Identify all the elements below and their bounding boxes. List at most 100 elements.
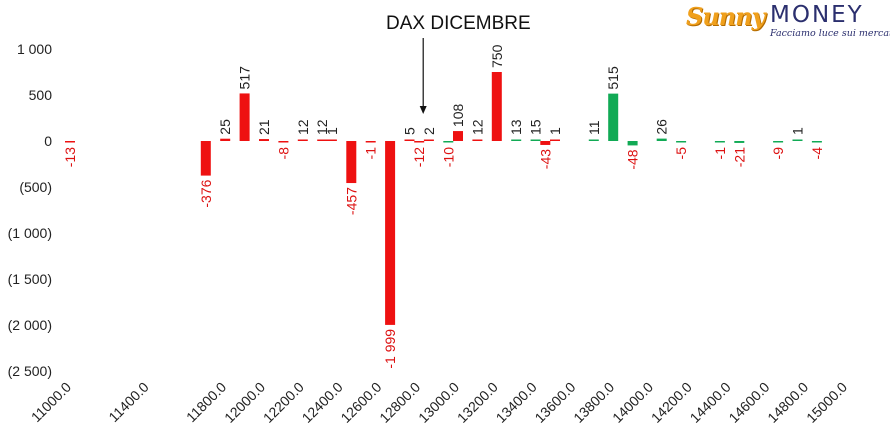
data-label: 12 (469, 119, 485, 135)
data-label: -5 (673, 147, 689, 160)
x-tick-label: 14800.0 (764, 379, 811, 426)
bar (297, 139, 308, 141)
y-tick-label: (500) (19, 179, 52, 195)
bar (423, 139, 434, 141)
x-tick-label: 12800.0 (376, 379, 423, 426)
x-tick-label: 13400.0 (493, 379, 540, 426)
y-tick-label: (2 500) (8, 363, 52, 379)
data-label: 12 (295, 119, 311, 135)
data-label: -43 (537, 149, 553, 169)
data-label: 15 (528, 119, 544, 135)
bar (676, 141, 687, 143)
bar (773, 141, 784, 143)
data-label: -1 (363, 147, 379, 160)
bar (317, 139, 328, 141)
bar (220, 138, 231, 141)
y-tick-label: 0 (44, 133, 52, 149)
x-tick-label: 11400.0 (105, 379, 152, 426)
x-tick-label: 13200.0 (454, 379, 501, 426)
data-label: 517 (237, 66, 253, 90)
bar (608, 93, 619, 141)
data-label: 5 (402, 127, 418, 135)
bar (511, 139, 522, 141)
x-tick-label: 12200.0 (260, 379, 307, 426)
data-label: 515 (605, 66, 621, 90)
bar (346, 141, 357, 184)
bar (550, 139, 560, 141)
bar (65, 141, 75, 143)
data-label: 1 (790, 127, 806, 135)
bar (472, 139, 483, 141)
y-tick-label: (1 000) (8, 225, 52, 241)
data-label: 25 (217, 119, 233, 135)
bar (530, 139, 541, 141)
y-tick-label: 1 000 (17, 41, 52, 57)
data-label: 2 (421, 127, 437, 135)
x-tick-label: 14600.0 (725, 379, 772, 426)
y-tick-label: 500 (29, 87, 53, 103)
data-label: -13 (62, 147, 78, 167)
x-tick-label: 12400.0 (299, 379, 346, 426)
y-tick-label: (1 500) (8, 271, 52, 287)
bar (491, 72, 502, 141)
logo-tagline: Facciamo luce sui mercati (770, 28, 890, 39)
x-tick-label: 13800.0 (570, 379, 617, 426)
data-label: -4 (809, 147, 825, 160)
bar (792, 139, 803, 141)
data-label: -8 (275, 147, 291, 160)
data-label: -1 (712, 147, 728, 160)
data-label: 1 (547, 127, 563, 135)
bar (656, 138, 667, 141)
bar (404, 139, 415, 141)
data-label: -376 (198, 179, 214, 207)
data-label: -21 (731, 147, 747, 167)
bar (239, 93, 250, 141)
bar (714, 141, 725, 143)
x-tick-label: 11800.0 (183, 379, 230, 426)
logo-brand-sunny: Sunny (686, 2, 766, 31)
x-tick-label: 14000.0 (609, 379, 656, 426)
bar (443, 141, 454, 143)
data-label: 26 (654, 119, 670, 135)
data-label: 21 (256, 119, 272, 135)
logo-brand-money: MONEY (770, 2, 864, 28)
bar (259, 139, 269, 141)
bar (365, 141, 376, 143)
data-label: 108 (450, 103, 466, 127)
data-label: -1 999 (382, 329, 398, 369)
bar (734, 141, 745, 143)
sunny-money-logo: Sunny MONEY Facciamo luce sui mercati (686, 2, 890, 39)
data-label: -10 (440, 147, 456, 167)
x-tick-label: 12600.0 (337, 379, 384, 426)
data-label: -12 (411, 147, 427, 167)
data-label: -9 (770, 147, 786, 160)
data-label: 750 (489, 44, 505, 68)
data-label: -457 (343, 187, 359, 215)
bar (588, 139, 599, 141)
x-tick-label: 13000.0 (415, 379, 462, 426)
x-tick-label: 13600.0 (531, 379, 578, 426)
bar (453, 131, 463, 141)
data-label: 11 (586, 120, 602, 135)
bar (278, 141, 289, 143)
bar (540, 141, 551, 145)
bar (200, 141, 211, 176)
annotation-arrow-head (419, 106, 427, 114)
x-tick-label: 15000.0 (803, 379, 850, 426)
y-tick-label: (2 000) (8, 317, 52, 333)
bar (326, 139, 337, 141)
bar (414, 141, 425, 143)
chart-title: DAX DICEMBRE (386, 13, 531, 34)
x-tick-label: 12000.0 (221, 379, 268, 426)
data-label: -48 (625, 149, 641, 169)
x-tick-label: 14400.0 (687, 379, 734, 426)
bar (627, 141, 638, 146)
bar (385, 141, 396, 325)
data-label: 12 (314, 119, 330, 135)
data-label: 13 (508, 119, 524, 135)
bar (811, 141, 822, 143)
x-tick-label: 14200.0 (648, 379, 695, 426)
x-tick-label: 11000.0 (28, 379, 75, 426)
data-label: 1 (324, 127, 340, 135)
